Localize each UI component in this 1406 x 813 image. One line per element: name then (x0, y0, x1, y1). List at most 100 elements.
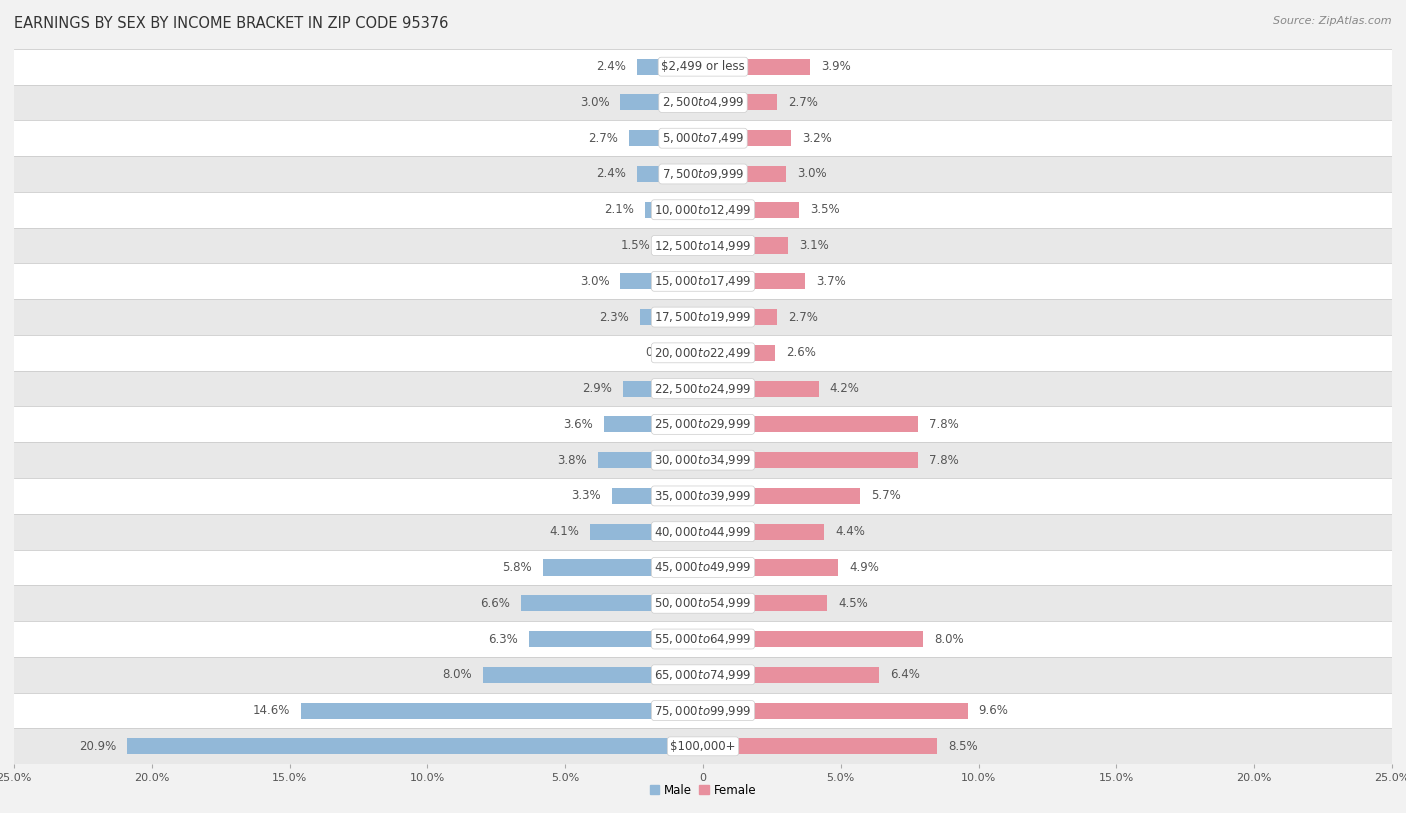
Bar (645, 202, 703, 218)
Bar (637, 59, 703, 75)
Bar (703, 452, 918, 468)
Bar (703, 130, 792, 146)
Text: EARNINGS BY SEX BY INCOME BRACKET IN ZIP CODE 95376: EARNINGS BY SEX BY INCOME BRACKET IN ZIP… (14, 16, 449, 31)
Text: 2.3%: 2.3% (599, 311, 628, 324)
Text: $17,500 to $19,999: $17,500 to $19,999 (654, 310, 752, 324)
Legend: Male, Female: Male, Female (645, 779, 761, 802)
Text: 4.5%: 4.5% (838, 597, 868, 610)
Text: 3.8%: 3.8% (558, 454, 588, 467)
Text: 4.2%: 4.2% (830, 382, 859, 395)
Text: $5,000 to $7,499: $5,000 to $7,499 (662, 131, 744, 146)
Text: 2.4%: 2.4% (596, 60, 626, 73)
Bar (703, 667, 879, 683)
Bar (703, 237, 789, 254)
Text: 8.5%: 8.5% (948, 740, 979, 753)
Text: 3.1%: 3.1% (800, 239, 830, 252)
Bar (703, 702, 967, 719)
Bar (14, 335, 1392, 371)
Bar (703, 273, 806, 289)
Bar (14, 514, 1392, 550)
Text: 3.0%: 3.0% (579, 275, 609, 288)
Bar (628, 130, 703, 146)
Bar (637, 166, 703, 182)
Text: 3.2%: 3.2% (803, 132, 832, 145)
Bar (603, 416, 703, 433)
Bar (14, 156, 1392, 192)
Bar (703, 166, 786, 182)
Bar (14, 263, 1392, 299)
Text: 14.6%: 14.6% (252, 704, 290, 717)
Bar (482, 667, 703, 683)
Text: $100,000+: $100,000+ (671, 740, 735, 753)
Bar (14, 550, 1392, 585)
Text: $65,000 to $74,999: $65,000 to $74,999 (654, 667, 752, 682)
Text: 3.0%: 3.0% (579, 96, 609, 109)
Bar (703, 94, 778, 111)
Bar (522, 595, 703, 611)
Bar (14, 371, 1392, 406)
Text: 2.9%: 2.9% (582, 382, 612, 395)
Text: $22,500 to $24,999: $22,500 to $24,999 (654, 381, 752, 396)
Text: 3.0%: 3.0% (797, 167, 827, 180)
Bar (14, 85, 1392, 120)
Bar (14, 120, 1392, 156)
Bar (703, 559, 838, 576)
Bar (640, 309, 703, 325)
Bar (127, 738, 703, 754)
Text: 3.9%: 3.9% (821, 60, 851, 73)
Text: 3.6%: 3.6% (562, 418, 593, 431)
Bar (530, 631, 703, 647)
Text: 8.0%: 8.0% (935, 633, 965, 646)
Text: 2.6%: 2.6% (786, 346, 815, 359)
Text: $25,000 to $29,999: $25,000 to $29,999 (654, 417, 752, 432)
Bar (703, 631, 924, 647)
Text: 1.5%: 1.5% (621, 239, 651, 252)
Bar (14, 442, 1392, 478)
Text: $35,000 to $39,999: $35,000 to $39,999 (654, 489, 752, 503)
Text: 5.8%: 5.8% (502, 561, 531, 574)
Text: $45,000 to $49,999: $45,000 to $49,999 (654, 560, 752, 575)
Text: $40,000 to $44,999: $40,000 to $44,999 (654, 524, 752, 539)
Bar (703, 59, 810, 75)
Text: 5.7%: 5.7% (872, 489, 901, 502)
Text: 2.4%: 2.4% (596, 167, 626, 180)
Text: 9.6%: 9.6% (979, 704, 1008, 717)
Text: $75,000 to $99,999: $75,000 to $99,999 (654, 703, 752, 718)
Text: 3.3%: 3.3% (571, 489, 600, 502)
Bar (620, 273, 703, 289)
Text: Source: ZipAtlas.com: Source: ZipAtlas.com (1274, 16, 1392, 26)
Bar (703, 380, 818, 397)
Text: 7.8%: 7.8% (929, 418, 959, 431)
Text: 2.7%: 2.7% (789, 311, 818, 324)
Bar (14, 228, 1392, 263)
Text: $2,499 or less: $2,499 or less (661, 60, 745, 73)
Bar (14, 693, 1392, 728)
Text: $30,000 to $34,999: $30,000 to $34,999 (654, 453, 752, 467)
Text: $50,000 to $54,999: $50,000 to $54,999 (654, 596, 752, 611)
Bar (599, 452, 703, 468)
Bar (703, 488, 860, 504)
Bar (14, 299, 1392, 335)
Bar (14, 478, 1392, 514)
Text: 6.6%: 6.6% (481, 597, 510, 610)
Bar (703, 416, 918, 433)
Bar (14, 49, 1392, 85)
Bar (703, 345, 775, 361)
Bar (703, 524, 824, 540)
Text: 6.4%: 6.4% (890, 668, 921, 681)
Bar (591, 524, 703, 540)
Text: 2.1%: 2.1% (605, 203, 634, 216)
Bar (14, 406, 1392, 442)
Text: 8.0%: 8.0% (441, 668, 471, 681)
Text: $20,000 to $22,499: $20,000 to $22,499 (654, 346, 752, 360)
Text: $2,500 to $4,999: $2,500 to $4,999 (662, 95, 744, 110)
Bar (703, 309, 778, 325)
Text: 7.8%: 7.8% (929, 454, 959, 467)
Bar (14, 192, 1392, 228)
Bar (14, 585, 1392, 621)
Bar (543, 559, 703, 576)
Text: 3.5%: 3.5% (810, 203, 841, 216)
Text: 20.9%: 20.9% (79, 740, 117, 753)
Bar (662, 237, 703, 254)
Bar (623, 380, 703, 397)
